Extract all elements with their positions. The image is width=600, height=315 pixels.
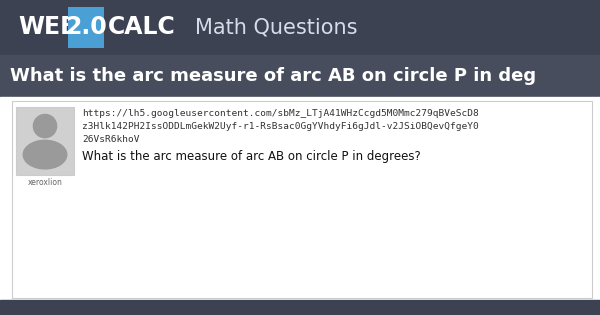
Bar [0,97,600,300]
Text: z3Hlk142PH2IssODDLmGekW2Uyf-r1-RsBsac0GgYVhdyFi6gJdl-v2JSiOBQevQfgeY0: z3Hlk142PH2IssODDLmGekW2Uyf-r1-RsBsac0Gg… [82,122,479,131]
Text: 2.0: 2.0 [65,15,107,39]
Bar [0,300,600,315]
Text: xeroxlion: xeroxlion [28,178,62,187]
Bar [68,7,104,48]
Text: What is the arc measure of arc AB on circle P in degrees?: What is the arc measure of arc AB on cir… [82,150,421,163]
Text: https://lh5.googleusercontent.com/sbMz_LTjA41WHzCcgd5M0Mmc279qBVeScD8: https://lh5.googleusercontent.com/sbMz_L… [82,109,479,118]
Text: CALC: CALC [108,15,176,39]
Bar [16,107,74,175]
Bar [12,101,592,298]
Text: 26VsR6khoV: 26VsR6khoV [82,135,139,144]
Text: WEB: WEB [18,15,78,39]
Text: Math Questions: Math Questions [195,18,358,37]
Ellipse shape [23,140,67,169]
Bar [0,55,600,97]
Text: What is the arc measure of arc AB on circle P in deg: What is the arc measure of arc AB on cir… [10,67,536,85]
Circle shape [34,114,56,138]
Bar [16,138,74,175]
Bar [0,0,600,55]
